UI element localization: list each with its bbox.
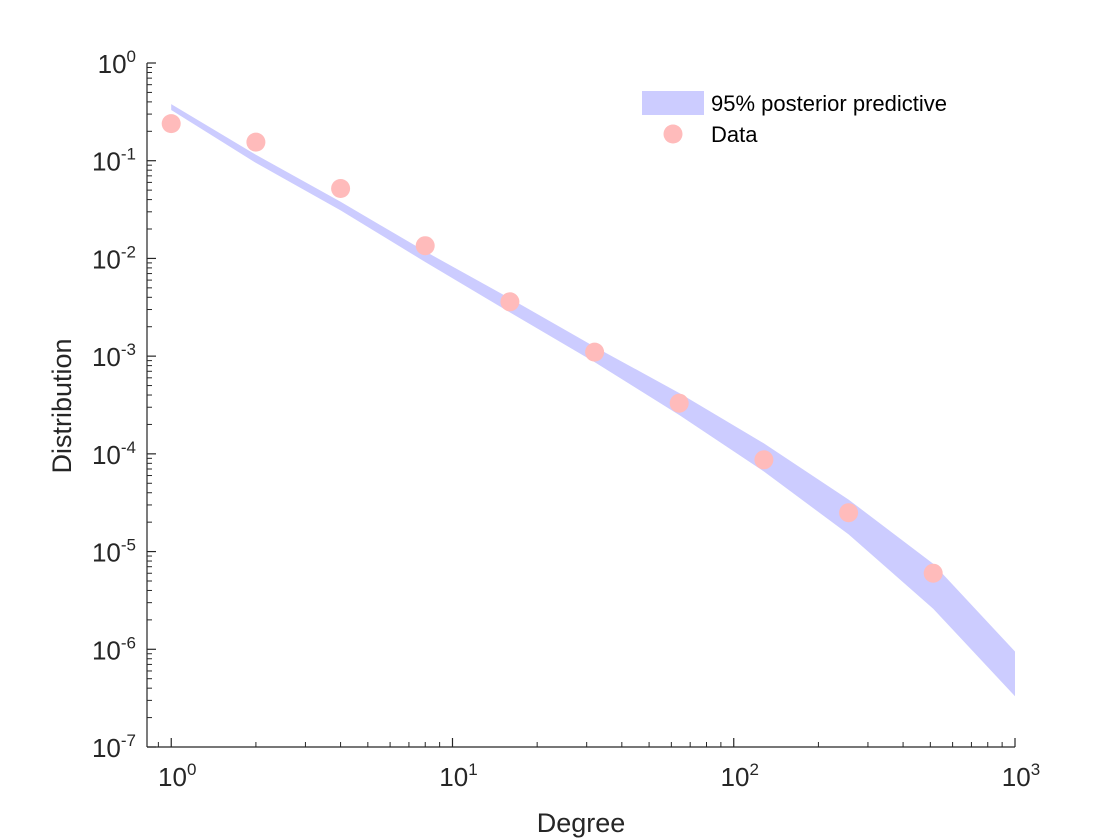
y-tick-label: 10-3 [92,340,136,372]
posterior-band [171,104,1015,697]
y-tick-label: 10-4 [92,438,136,470]
points-layer [161,114,943,583]
data-point [585,342,605,362]
data-point [161,114,181,134]
band-layer [171,104,1015,697]
data-point [923,563,943,583]
legend: 95% posterior predictive Data [642,91,947,147]
y-tick-label: 10-7 [92,731,136,763]
y-tick-label: 10-2 [92,242,136,274]
data-point [669,393,689,413]
x-tick-label: 100 [158,760,196,792]
legend-data-marker [663,124,683,144]
y-tick-label: 10-1 [92,145,136,177]
data-point [246,132,266,152]
y-tick-label: 100 [98,47,136,79]
x-tick-label: 102 [721,760,759,792]
x-tick-label: 101 [439,760,477,792]
axes-layer [146,62,1016,748]
y-axis-title: Distribution [47,338,77,473]
x-axis-title: Degree [537,808,626,838]
legend-band-swatch [642,91,704,115]
data-point [754,450,774,470]
legend-data-label: Data [711,122,758,147]
data-point [415,236,435,256]
data-point [331,179,351,198]
ticklabel-layer: 100 101 102 103 10-7 10-6 10-5 10-4 10-3 10-2 10-1… [92,47,1040,792]
x-tick-label: 103 [1002,760,1040,792]
legend-band-label: 95% posterior predictive [711,91,947,116]
data-point [839,503,859,523]
y-tick-label: 10-6 [92,633,136,665]
data-point [500,292,520,312]
y-tick-label: 10-5 [92,536,136,568]
